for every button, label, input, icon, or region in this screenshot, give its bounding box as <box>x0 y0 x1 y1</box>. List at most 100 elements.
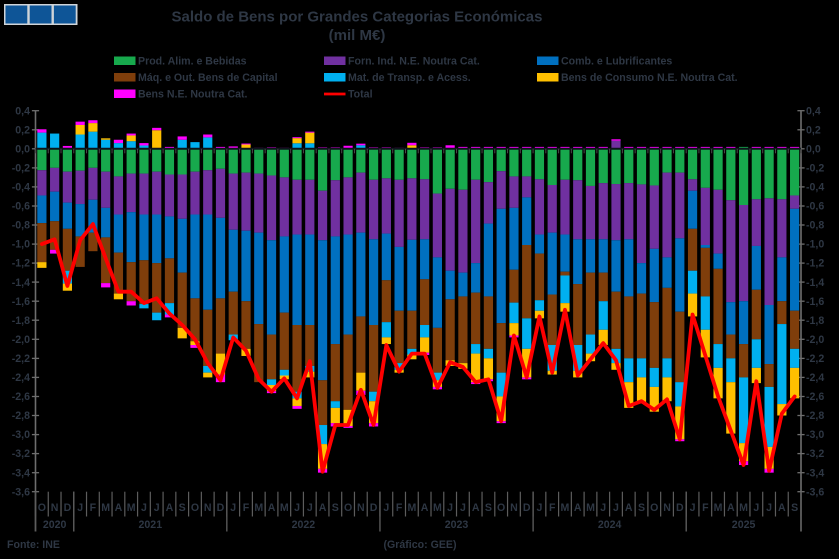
svg-text:-1,8: -1,8 <box>806 315 824 327</box>
svg-text:J: J <box>600 502 606 514</box>
svg-text:M: M <box>101 502 110 514</box>
svg-text:-1,4: -1,4 <box>806 277 824 289</box>
svg-text:S: S <box>638 502 645 514</box>
svg-text:-2,0: -2,0 <box>12 334 30 346</box>
svg-text:-0,4: -0,4 <box>12 182 30 194</box>
svg-text:2023: 2023 <box>445 519 469 531</box>
svg-text:M: M <box>561 502 570 514</box>
svg-text:-2,4: -2,4 <box>806 372 824 384</box>
svg-text:(mil M€): (mil M€) <box>329 27 386 44</box>
svg-text:J: J <box>460 502 466 514</box>
svg-text:F: F <box>90 502 97 514</box>
svg-text:A: A <box>574 502 582 514</box>
svg-text:-3,0: -3,0 <box>806 429 824 441</box>
svg-text:-2,8: -2,8 <box>12 410 30 422</box>
svg-text:D: D <box>370 502 378 514</box>
svg-text:A: A <box>319 502 327 514</box>
svg-text:-3,0: -3,0 <box>12 429 30 441</box>
svg-text:J: J <box>77 502 83 514</box>
svg-text:0,4: 0,4 <box>15 105 30 117</box>
svg-text:D: D <box>217 502 225 514</box>
svg-text:-3,2: -3,2 <box>12 448 30 460</box>
svg-text:J: J <box>154 502 160 514</box>
svg-text:N: N <box>51 502 59 514</box>
svg-text:0,0: 0,0 <box>806 143 821 155</box>
svg-text:Bens N.E. Noutra Cat.: Bens N.E. Noutra Cat. <box>138 89 248 101</box>
svg-text:-2,0: -2,0 <box>806 334 824 346</box>
svg-text:S: S <box>791 502 798 514</box>
svg-text:-2,6: -2,6 <box>12 391 30 403</box>
svg-text:-0,2: -0,2 <box>806 163 824 175</box>
svg-text:M: M <box>254 502 263 514</box>
svg-text:2025: 2025 <box>732 519 756 531</box>
svg-text:0,2: 0,2 <box>806 124 821 136</box>
svg-text:A: A <box>778 502 786 514</box>
svg-text:J: J <box>613 502 619 514</box>
svg-text:-3,4: -3,4 <box>806 467 824 479</box>
svg-text:-1,4: -1,4 <box>12 277 30 289</box>
svg-text:D: D <box>64 502 72 514</box>
svg-text:-3,6: -3,6 <box>12 486 30 498</box>
svg-text:A: A <box>472 502 480 514</box>
svg-text:J: J <box>141 502 147 514</box>
svg-text:0,2: 0,2 <box>15 124 30 136</box>
svg-text:J: J <box>766 502 772 514</box>
svg-text:J: J <box>383 502 389 514</box>
svg-text:Saldo de Bens por Grandes Cate: Saldo de Bens por Grandes Categorias Eco… <box>172 9 543 26</box>
svg-text:-2,2: -2,2 <box>806 353 824 365</box>
svg-text:Forn. Ind. N.E. Noutra Cat.: Forn. Ind. N.E. Noutra Cat. <box>348 56 480 68</box>
svg-text:-1,0: -1,0 <box>806 239 824 251</box>
svg-text:-2,8: -2,8 <box>806 410 824 422</box>
svg-text:O: O <box>38 502 46 514</box>
svg-text:Mat. de Transp. e Acess.: Mat. de Transp. e Acess. <box>348 72 471 84</box>
svg-text:-0,2: -0,2 <box>12 163 30 175</box>
svg-text:N: N <box>510 502 518 514</box>
svg-text:M: M <box>586 502 595 514</box>
svg-text:-1,2: -1,2 <box>12 258 30 270</box>
svg-text:-1,2: -1,2 <box>806 258 824 270</box>
svg-text:0,0: 0,0 <box>15 143 30 155</box>
svg-text:-0,8: -0,8 <box>806 220 824 232</box>
svg-text:O: O <box>191 502 199 514</box>
svg-text:D: D <box>523 502 531 514</box>
svg-text:N: N <box>357 502 365 514</box>
svg-text:J: J <box>307 502 313 514</box>
svg-text:-2,6: -2,6 <box>806 391 824 403</box>
svg-text:-3,6: -3,6 <box>806 486 824 498</box>
svg-text:J: J <box>447 502 453 514</box>
svg-text:M: M <box>407 502 416 514</box>
svg-text:-0,4: -0,4 <box>806 182 824 194</box>
svg-text:F: F <box>243 502 250 514</box>
svg-text:J: J <box>230 502 236 514</box>
svg-text:M: M <box>433 502 442 514</box>
svg-text:Comb. e Lubrificantes: Comb. e Lubrificantes <box>561 56 672 68</box>
svg-text:Prod. Alim. e Bebidas: Prod. Alim. e Bebidas <box>138 56 247 68</box>
svg-text:M: M <box>127 502 136 514</box>
svg-text:-0,8: -0,8 <box>12 220 30 232</box>
svg-text:Total: Total <box>348 89 373 101</box>
svg-text:2020: 2020 <box>43 519 67 531</box>
svg-text:0,4: 0,4 <box>806 105 821 117</box>
svg-text:-1,0: -1,0 <box>12 239 30 251</box>
svg-text:-2,2: -2,2 <box>12 353 30 365</box>
svg-text:2024: 2024 <box>598 519 622 531</box>
svg-text:M: M <box>739 502 748 514</box>
svg-text:N: N <box>204 502 212 514</box>
svg-text:F: F <box>702 502 709 514</box>
svg-text:J: J <box>536 502 542 514</box>
svg-text:-0,6: -0,6 <box>806 201 824 213</box>
svg-text:2021: 2021 <box>139 519 163 531</box>
svg-text:S: S <box>332 502 339 514</box>
svg-text:M: M <box>280 502 289 514</box>
svg-text:A: A <box>115 502 123 514</box>
svg-text:F: F <box>396 502 403 514</box>
svg-text:Máq. e Out. Bens de Capital: Máq. e Out. Bens de Capital <box>138 72 278 84</box>
svg-text:Bens de Consumo N.E. Noutra Ca: Bens de Consumo N.E. Noutra Cat. <box>561 72 738 84</box>
svg-text:A: A <box>421 502 429 514</box>
svg-text:-1,8: -1,8 <box>12 315 30 327</box>
svg-text:J: J <box>690 502 696 514</box>
svg-text:O: O <box>650 502 658 514</box>
svg-text:A: A <box>268 502 276 514</box>
svg-text:J: J <box>294 502 300 514</box>
svg-text:N: N <box>663 502 671 514</box>
